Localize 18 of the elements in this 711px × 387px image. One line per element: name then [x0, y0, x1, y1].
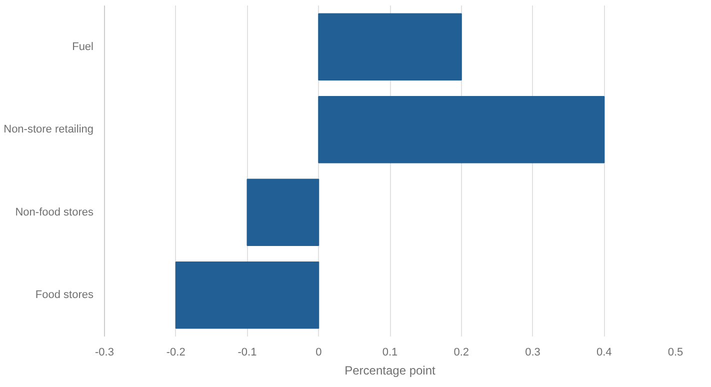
bar	[318, 96, 605, 164]
x-tick-label: -0.1	[238, 346, 257, 358]
x-tick-label: 0.4	[596, 346, 612, 358]
x-tick-label: 0.3	[525, 346, 540, 358]
x-axis-title: Percentage point	[344, 364, 436, 378]
x-tick-label: 0.5	[668, 346, 684, 358]
x-tick-label: -0.3	[95, 346, 114, 358]
y-tick-label: Fuel	[72, 40, 94, 53]
bar	[175, 262, 320, 329]
y-tick-label: Non-store retailing	[4, 124, 94, 136]
bar	[318, 13, 462, 80]
y-tick-label: Food stores	[35, 289, 94, 302]
bar	[246, 178, 320, 246]
x-tick-label: 0.2	[454, 346, 470, 358]
x-tick-label: 0.1	[382, 346, 398, 358]
x-tick-label: 0	[316, 346, 322, 358]
y-tick-label: Non-food stores	[15, 206, 94, 218]
x-tick-label: -0.2	[166, 346, 186, 358]
